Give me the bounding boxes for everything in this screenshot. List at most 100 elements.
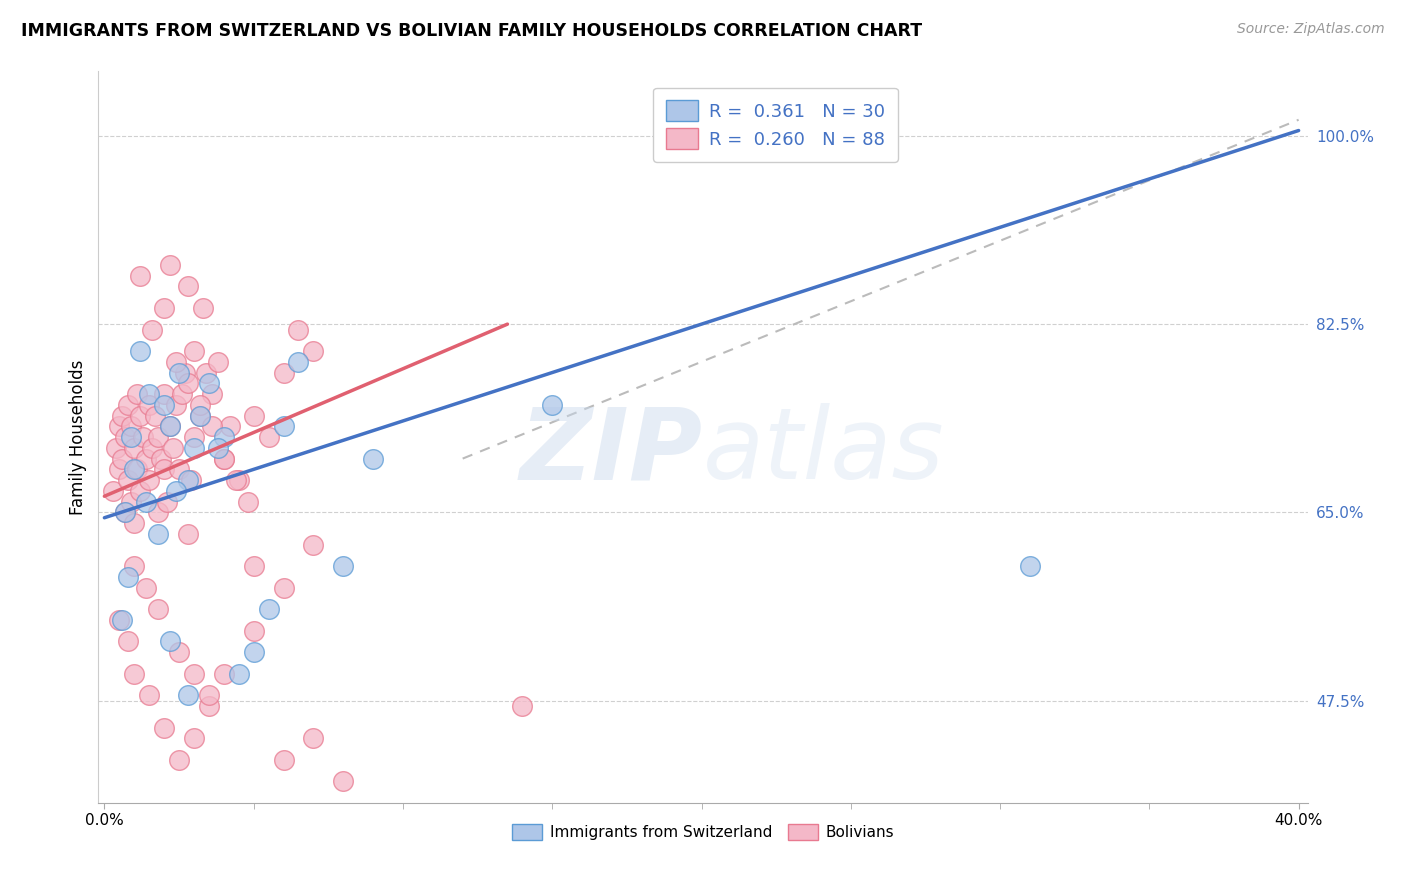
Point [183, 666, 205, 681]
Point [127, 387, 149, 401]
Point [302, 731, 325, 746]
Point [242, 645, 264, 659]
Point [287, 355, 309, 369]
Point [165, 355, 187, 369]
Point [228, 666, 250, 681]
Text: IMMIGRANTS FROM SWITZERLAND VS BOLIVIAN FAMILY HOUSEHOLDS CORRELATION CHART: IMMIGRANTS FROM SWITZERLAND VS BOLIVIAN … [21, 22, 922, 40]
Point [212, 451, 235, 466]
Point [127, 462, 149, 476]
Point [1019, 559, 1042, 574]
Point [111, 613, 134, 627]
Point [541, 398, 564, 412]
Point [207, 355, 229, 369]
Point [177, 279, 200, 293]
Point [183, 430, 205, 444]
Point [273, 581, 295, 595]
Point [146, 430, 169, 444]
Point [129, 409, 152, 423]
Point [167, 462, 190, 476]
Point [242, 409, 264, 423]
Point [198, 698, 221, 713]
Point [194, 366, 217, 380]
Point [138, 398, 160, 412]
Point [180, 473, 202, 487]
Point [117, 570, 139, 584]
Point [167, 645, 190, 659]
Point [174, 366, 197, 380]
Point [225, 473, 247, 487]
Point [120, 430, 142, 444]
Point [188, 409, 211, 423]
Point [108, 462, 131, 476]
Point [242, 624, 264, 638]
Point [159, 419, 181, 434]
Point [302, 344, 325, 359]
Point [257, 602, 280, 616]
Point [122, 666, 145, 681]
Text: Source: ZipAtlas.com: Source: ZipAtlas.com [1237, 22, 1385, 37]
Point [188, 409, 211, 423]
Point [129, 483, 152, 498]
Point [141, 441, 163, 455]
Point [159, 419, 181, 434]
Point [183, 344, 205, 359]
Point [236, 494, 259, 508]
Point [191, 301, 214, 315]
Point [159, 634, 181, 648]
Point [117, 634, 139, 648]
Point [218, 419, 240, 434]
Point [257, 430, 280, 444]
Point [146, 505, 169, 519]
Point [287, 322, 309, 336]
Point [198, 688, 221, 702]
Point [132, 430, 155, 444]
Point [212, 430, 235, 444]
Point [162, 441, 184, 455]
Point [146, 527, 169, 541]
Point [273, 366, 295, 380]
Point [129, 268, 152, 283]
Point [103, 483, 125, 498]
Point [141, 322, 163, 336]
Point [177, 688, 200, 702]
Point [153, 398, 176, 412]
Point [177, 527, 200, 541]
Point [170, 387, 193, 401]
Point [138, 688, 160, 702]
Point [212, 666, 235, 681]
Point [201, 419, 224, 434]
Point [159, 258, 181, 272]
Legend: Immigrants from Switzerland, Bolivians: Immigrants from Switzerland, Bolivians [506, 818, 900, 847]
Point [153, 301, 176, 315]
Point [156, 494, 179, 508]
Point [122, 516, 145, 530]
Point [135, 494, 157, 508]
Point [242, 559, 264, 574]
Point [117, 398, 139, 412]
Point [332, 774, 354, 789]
Point [105, 441, 128, 455]
Point [122, 559, 145, 574]
Text: atlas: atlas [703, 403, 945, 500]
Point [111, 409, 134, 423]
Point [153, 387, 176, 401]
Point [207, 441, 229, 455]
Point [273, 753, 295, 767]
Point [201, 387, 224, 401]
Point [361, 451, 384, 466]
Point [198, 376, 221, 391]
Point [273, 419, 295, 434]
Point [302, 538, 325, 552]
Point [135, 451, 157, 466]
Point [122, 462, 145, 476]
Point [153, 721, 176, 735]
Point [177, 376, 200, 391]
Point [146, 602, 169, 616]
Point [120, 419, 142, 434]
Point [177, 473, 200, 487]
Point [228, 473, 250, 487]
Point [114, 505, 136, 519]
Point [138, 473, 160, 487]
Point [188, 398, 211, 412]
Y-axis label: Family Households: Family Households [69, 359, 87, 515]
